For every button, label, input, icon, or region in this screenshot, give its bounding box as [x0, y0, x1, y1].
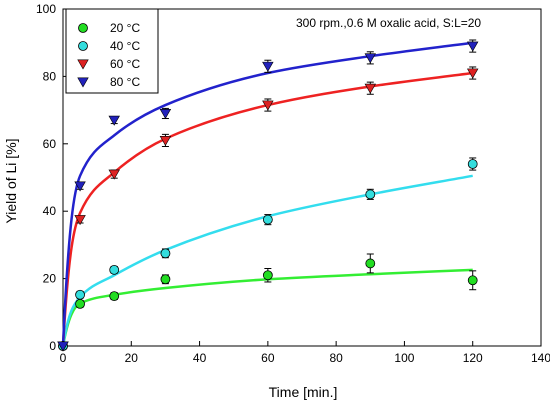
- x-tick-label: 0: [60, 351, 67, 365]
- point-series-4: [364, 53, 377, 64]
- ticks: 0 20 40 60 80 100 120 140 0 20 40 60 80 100: [36, 2, 550, 365]
- point-series-2: [109, 264, 120, 275]
- y-tick-label: 80: [43, 69, 57, 83]
- data-points: [57, 39, 479, 352]
- legend-label-4: 80 °C: [110, 75, 140, 89]
- point-series-4: [74, 181, 86, 192]
- point-series-1: [160, 274, 171, 285]
- legend-marker-2: [78, 41, 88, 51]
- point-series-3: [74, 215, 86, 226]
- x-tick-label: 20: [125, 351, 139, 365]
- point-series-2: [467, 159, 478, 169]
- fit-curve-3: [61, 71, 473, 347]
- axes: [62, 8, 542, 347]
- chart-annotation: 300 rpm.,0.6 M oxalic acid, S:L=20: [296, 16, 481, 30]
- point-series-3: [108, 169, 120, 180]
- x-axis-title: Time [min.]: [269, 384, 338, 400]
- plot-frame: [62, 8, 542, 347]
- point-series-4: [57, 341, 69, 352]
- y-tick-label: 20: [43, 272, 57, 286]
- legend-marker-3: [77, 59, 89, 70]
- point-series-4: [108, 115, 120, 126]
- legend: 20 °C 40 °C 60 °C 80 °C: [65, 8, 159, 94]
- point-series-3: [159, 135, 172, 146]
- x-tick-label: 120: [463, 351, 483, 365]
- point-series-4: [466, 41, 479, 52]
- legend-label-3: 60 °C: [110, 57, 140, 71]
- point-series-2: [160, 248, 171, 259]
- point-series-4: [262, 61, 274, 72]
- legend-label-2: 40 °C: [110, 39, 140, 53]
- fit-curve-2: [61, 174, 473, 347]
- point-series-1: [365, 258, 376, 269]
- legend-label-1: 20 °C: [110, 21, 140, 35]
- point-series-2: [75, 289, 85, 300]
- x-tick-label: 40: [193, 351, 207, 365]
- point-series-3: [262, 100, 274, 111]
- point-series-3: [466, 68, 479, 79]
- point-series-3: [364, 83, 377, 94]
- legend-box: [65, 8, 159, 94]
- y-axis-title: Yield of Li [%]: [3, 138, 19, 223]
- point-series-2: [365, 189, 376, 200]
- point-series-2: [262, 214, 273, 225]
- y-tick-label: 0: [49, 339, 56, 353]
- x-tick-label: 60: [261, 351, 275, 365]
- y-tick-label: 60: [43, 137, 57, 151]
- x-tick-label: 100: [394, 351, 414, 365]
- point-series-1: [109, 291, 120, 302]
- legend-marker-4: [77, 77, 89, 88]
- point-series-1: [262, 270, 273, 281]
- point-series-4: [159, 109, 172, 120]
- x-tick-label: 140: [531, 351, 550, 365]
- point-series-1: [75, 298, 85, 309]
- y-tick-label: 40: [43, 204, 57, 218]
- point-series-1: [467, 275, 478, 286]
- y-tick-label: 100: [36, 2, 56, 16]
- x-tick-label: 80: [329, 351, 343, 365]
- legend-marker-1: [78, 23, 88, 33]
